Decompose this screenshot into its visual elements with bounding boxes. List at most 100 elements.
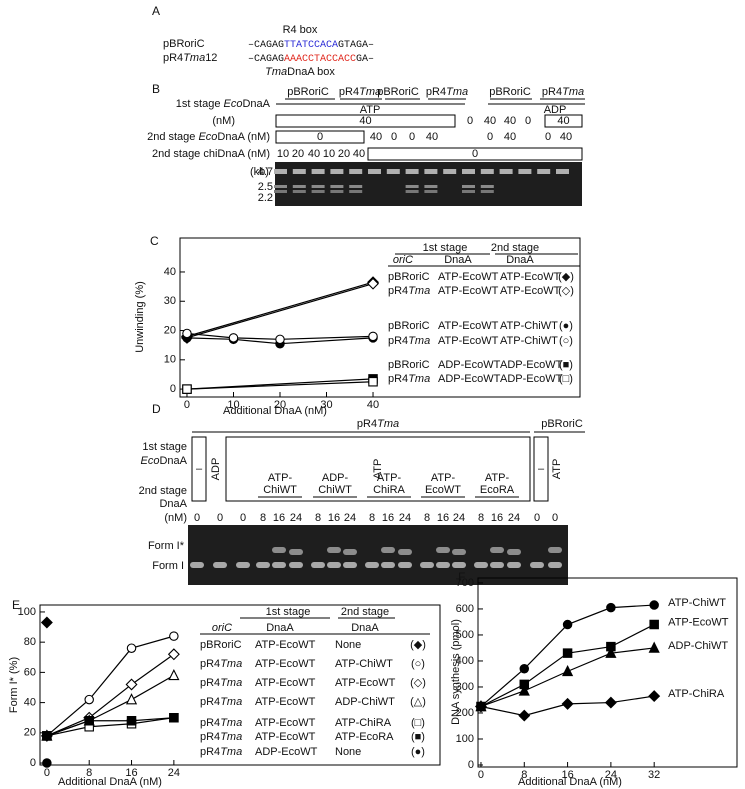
marker xyxy=(275,334,285,345)
y-tick-label: 100 xyxy=(456,733,474,745)
sequence: –CAGAGTTATCCACAGTAGA– xyxy=(248,40,374,51)
plasmid-name: pBRoriC xyxy=(163,38,205,50)
size-label: 2.2 xyxy=(258,192,273,204)
row-label: 2nd stage EcoDnaA (nM) xyxy=(147,131,270,143)
text-part: Tma xyxy=(183,52,205,64)
legend-first-stage: ATP-EcoWT xyxy=(255,658,316,670)
condition-value: – xyxy=(538,463,545,475)
lane-value: 8 xyxy=(478,512,484,524)
marker xyxy=(368,377,378,387)
gel-band xyxy=(405,185,419,188)
row-label: (nM) xyxy=(164,512,187,524)
marker xyxy=(562,619,573,630)
legend-second-stage: ADP-EcoWT xyxy=(500,373,563,385)
legend-second-stage: None xyxy=(335,639,361,651)
y-tick-label: 500 xyxy=(456,629,474,641)
text-part: Eco xyxy=(141,455,160,467)
gel-band xyxy=(490,547,504,553)
y-tick-label: 20 xyxy=(164,324,176,336)
series-line xyxy=(46,653,175,737)
gel-band xyxy=(272,562,286,568)
condition-value: 10 xyxy=(323,148,335,160)
text-part: Tma xyxy=(408,373,430,385)
gel-band xyxy=(480,169,494,174)
legend-second-stage: ATP-EcoWT xyxy=(500,285,561,297)
legend-symbol: (◇) xyxy=(558,285,574,297)
gel-band xyxy=(556,169,569,174)
series-label: ATP-ChiRA xyxy=(668,688,725,700)
gel-band xyxy=(386,169,400,174)
row-label: (nM) xyxy=(212,115,235,127)
text-part: pR4 xyxy=(200,658,220,670)
gel-band xyxy=(349,190,363,193)
marker xyxy=(168,668,180,681)
legend-first-stage: ATP-EcoWT xyxy=(255,731,316,743)
text-part: 12 xyxy=(205,52,217,64)
legend-symbol: (■) xyxy=(411,731,425,743)
gel-band xyxy=(436,547,450,553)
condition-value: 0 xyxy=(409,131,415,143)
gel-band xyxy=(518,169,532,174)
legend-symbol: (□) xyxy=(411,717,425,729)
lane-value: 24 xyxy=(453,512,465,524)
gel-band xyxy=(490,562,504,568)
panel-label: D xyxy=(152,402,161,416)
marker xyxy=(606,641,616,652)
lane-value: 0 xyxy=(194,512,200,524)
legend-symbol: (○) xyxy=(559,335,573,347)
gel-band xyxy=(474,562,488,568)
marker xyxy=(167,648,180,661)
x-tick-label: 0 xyxy=(478,769,484,781)
text-part: oriC xyxy=(393,254,413,266)
condition-value: 0 xyxy=(487,131,493,143)
x-tick-label: 16 xyxy=(125,767,137,779)
sequence-part: TTATCCACA xyxy=(284,40,338,51)
condition-value: 40 xyxy=(557,115,569,127)
gel-band xyxy=(236,562,250,568)
condition-box xyxy=(191,436,207,502)
y-tick-label: 700 xyxy=(456,577,474,589)
marker xyxy=(561,664,574,677)
group-label: ATP- xyxy=(268,472,293,484)
legend-second-stage: ADP-EcoWT xyxy=(500,359,563,371)
gel-band xyxy=(289,562,303,568)
marker xyxy=(125,693,138,705)
nucleotide: ADP xyxy=(544,104,567,116)
text-part: Tma xyxy=(562,86,584,98)
condition-value: 40 xyxy=(504,115,516,127)
row-label: DnaA xyxy=(159,498,187,510)
gel-band xyxy=(381,547,395,553)
gel-band xyxy=(436,562,450,568)
gel-band xyxy=(499,169,513,174)
plot-frame xyxy=(477,577,738,768)
series-line xyxy=(46,717,174,737)
marker xyxy=(228,333,239,343)
gel-band xyxy=(311,190,325,193)
series-label: ATP-ChiWT xyxy=(668,597,726,609)
text-part: Tma xyxy=(220,731,242,743)
marker xyxy=(562,648,573,658)
gel-band xyxy=(480,185,494,188)
x-tick-label: 32 xyxy=(648,769,660,781)
series-line xyxy=(46,635,175,737)
gel-band xyxy=(213,562,227,568)
legend-first-stage: ADP-EcoWT xyxy=(255,746,318,758)
legend-first-stage: ATP-EcoWT xyxy=(438,320,499,332)
gel-band xyxy=(274,190,287,193)
lane-value: 24 xyxy=(399,512,411,524)
text-part: Eco xyxy=(198,131,217,143)
legend-header: 2nd stage xyxy=(341,606,389,618)
legend-oric: pR4Tma xyxy=(200,658,242,670)
marker xyxy=(84,715,94,726)
gel-band xyxy=(424,169,438,174)
legend-subheader: oriC xyxy=(212,622,232,634)
x-axis-label: Additional DnaA (nM) xyxy=(518,776,622,788)
marker xyxy=(648,690,661,703)
condition-value: 40 xyxy=(560,131,572,143)
condition-box xyxy=(275,130,365,144)
x-tick-label: 0 xyxy=(184,399,190,411)
gel-band xyxy=(452,562,466,568)
series-line xyxy=(186,332,374,340)
condition-value: 40 xyxy=(426,131,438,143)
